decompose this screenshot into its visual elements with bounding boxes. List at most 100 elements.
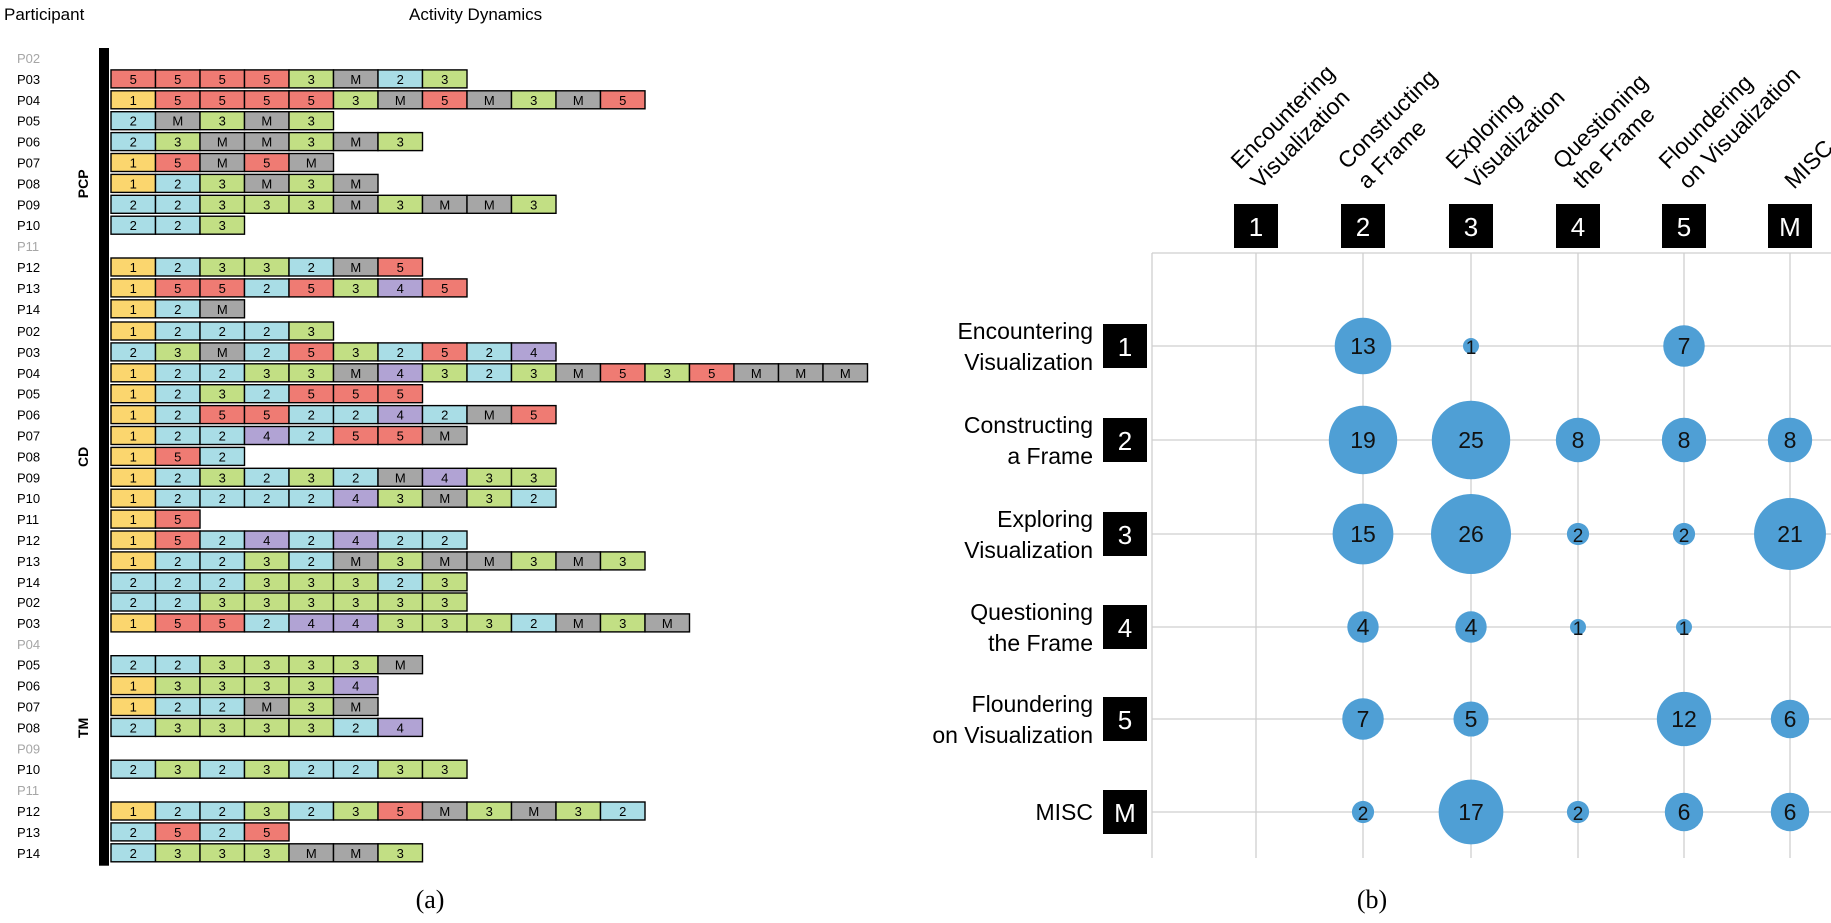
participant-row: P03 5 5 5 5 3 M 2 3 [17, 69, 468, 89]
activity-cell [599, 551, 646, 571]
row-label-line: Exploring [997, 506, 1093, 532]
row-label-line: Floundering [972, 691, 1093, 717]
activity-cell [288, 321, 335, 341]
activity-code: 2 [486, 345, 493, 360]
activity-cell [421, 759, 468, 779]
activity-code: 5 [708, 366, 715, 381]
bubble-circle [1566, 522, 1590, 546]
bubble-circle [1328, 405, 1398, 475]
bubble-circle [1656, 691, 1712, 747]
bubble-value: 17 [1458, 799, 1484, 825]
participant-label: P13 [17, 281, 40, 296]
activity-code: 2 [174, 595, 181, 610]
participant-label: P07 [17, 156, 40, 171]
activity-code: 3 [575, 804, 582, 819]
activity-code: 3 [397, 491, 404, 506]
group-pcp: PCP P02 P03 5 5 5 5 3 M 2 3 P04 1 5 5 5 5 3 M 5 M 3 M 5 P05 2 M 3 M 3… [17, 48, 646, 322]
activity-code: 3 [352, 804, 359, 819]
column-code-box [1449, 204, 1493, 248]
row-header: 3 Exploring Visualization [964, 506, 1147, 563]
activity-code: 3 [664, 366, 671, 381]
column-code: 4 [1571, 212, 1585, 242]
activity-code: 1 [130, 533, 137, 548]
bubble: 15 [1332, 503, 1394, 565]
activity-code: 4 [352, 616, 359, 631]
activity-code: 5 [530, 408, 537, 423]
activity-code: 3 [352, 658, 359, 673]
activity-code: 2 [486, 366, 493, 381]
activity-code: 3 [352, 595, 359, 610]
activity-code: 2 [174, 408, 181, 423]
activity-code: M [573, 93, 584, 108]
row-header: 4 Questioning the Frame [970, 599, 1147, 656]
activity-code: M [795, 366, 806, 381]
activity-code: 5 [174, 156, 181, 171]
activity-code: M [439, 491, 450, 506]
activity-code: 5 [263, 156, 270, 171]
bubble-value: 8 [1678, 427, 1691, 453]
activity-code: 5 [263, 825, 270, 840]
activity-code: 4 [530, 345, 537, 360]
participant-label: P04 [17, 93, 40, 108]
activity-code: 2 [130, 114, 137, 129]
activity-code: 2 [530, 616, 537, 631]
participant-row: P05 1 2 3 2 5 5 5 [17, 384, 424, 404]
activity-code: 2 [174, 260, 181, 275]
column-code-box [1768, 204, 1812, 248]
activity-code: 1 [130, 408, 137, 423]
activity-code: 3 [174, 345, 181, 360]
activity-cell [199, 215, 246, 235]
participant-row: P14 2 3 3 3 M M 3 [17, 843, 424, 863]
activity-code: 5 [352, 387, 359, 402]
activity-code: 3 [174, 135, 181, 150]
row-code: 4 [1118, 613, 1132, 643]
row-header: 1 Encountering Visualization [957, 318, 1147, 375]
participant-label: P13 [17, 554, 40, 569]
participant-row: P10 2 3 2 3 2 2 3 3 [17, 759, 468, 779]
activity-code: 1 [130, 324, 137, 339]
activity-code: 3 [263, 804, 270, 819]
activity-code: 2 [397, 533, 404, 548]
activity-code: 5 [174, 281, 181, 296]
activity-code: 3 [263, 720, 270, 735]
row-label-line: Questioning [970, 599, 1093, 625]
activity-cell [421, 278, 468, 298]
bubble-value: 1 [1466, 338, 1477, 359]
participant-label: P09 [17, 197, 40, 212]
activity-code: 3 [219, 846, 226, 861]
activity-code: 3 [352, 345, 359, 360]
activity-code: 2 [441, 533, 448, 548]
group-cd: CD P02 1 2 2 2 3 P03 2 3 M 2 5 3 2 5 2 4 P04 1 2 2 3 3 M 4 3 2 3 M 5 3 5… [17, 321, 869, 595]
activity-code: 5 [397, 429, 404, 444]
participant-row: P13 1 5 5 2 5 3 4 5 [17, 278, 468, 298]
activity-code: 2 [263, 345, 270, 360]
activity-code: 3 [263, 575, 270, 590]
participant-row: P12 1 5 2 4 2 4 2 2 [17, 530, 468, 550]
participant-row: P14 2 2 2 3 3 3 2 3 [17, 572, 468, 592]
bubble: 2 [1566, 800, 1590, 825]
bubble: 8 [1555, 417, 1601, 463]
activity-code: 1 [130, 176, 137, 191]
participant-label: P08 [17, 720, 40, 735]
participant-label: P05 [17, 658, 40, 673]
activity-code: 2 [219, 491, 226, 506]
bubble: 26 [1431, 494, 1511, 574]
column-code-box [1556, 204, 1600, 248]
activity-code: 5 [174, 616, 181, 631]
bubble: 6 [1664, 792, 1704, 832]
column-code: 3 [1464, 212, 1478, 242]
activity-code: 3 [397, 846, 404, 861]
activity-code: 3 [619, 616, 626, 631]
bubble-value: 26 [1458, 521, 1484, 547]
activity-code: 1 [130, 512, 137, 527]
activity-code: 5 [174, 449, 181, 464]
participant-label: P12 [17, 804, 40, 819]
activity-cell [599, 801, 646, 821]
activity-cell [510, 467, 557, 487]
participant-label: P09 [17, 741, 40, 756]
activity-code: 1 [130, 93, 137, 108]
participant-label: P07 [17, 429, 40, 444]
activity-cell [510, 404, 557, 425]
